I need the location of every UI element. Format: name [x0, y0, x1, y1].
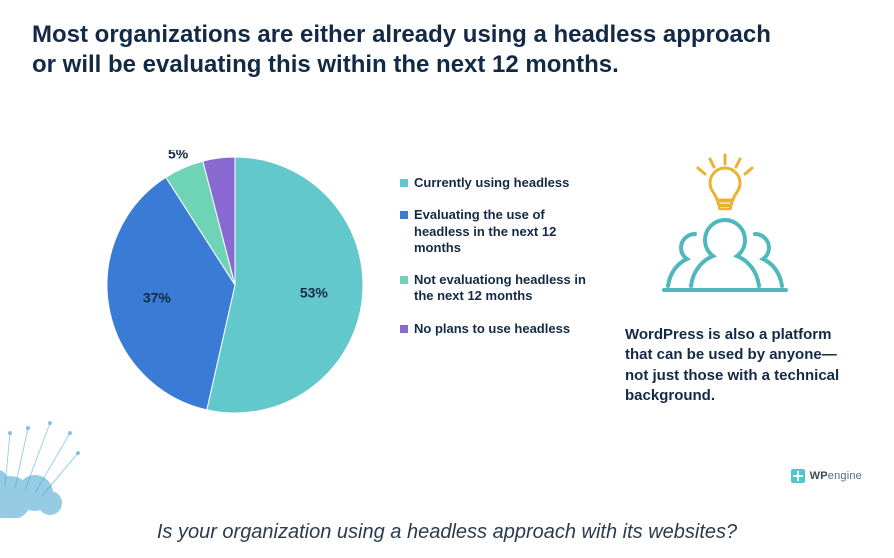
legend-swatch	[400, 325, 408, 333]
pie-chart: 53% 37% 5% 4%	[100, 150, 370, 420]
logo-rest: engine	[828, 470, 862, 482]
legend-item: Currently using headless	[400, 175, 600, 191]
legend-label: Currently using headless	[414, 175, 569, 191]
legend-swatch	[400, 179, 408, 187]
callout-text: WordPress is also a platform that can be…	[625, 325, 845, 406]
legend-item: Not evaluationg headless in the next 12 …	[400, 272, 600, 305]
wpengine-logo: WPengine	[791, 469, 862, 483]
logo-bold: WP	[810, 470, 828, 482]
legend-label: Evaluating the use of headless in the ne…	[414, 207, 600, 256]
svg-text:4%: 4%	[207, 150, 228, 151]
legend-swatch	[400, 211, 408, 219]
svg-text:5%: 5%	[168, 150, 189, 162]
legend-label: No plans to use headless	[414, 321, 570, 337]
decorative-splash	[0, 398, 130, 518]
legend-item: Evaluating the use of headless in the ne…	[400, 207, 600, 256]
logo-text: WPengine	[810, 470, 862, 482]
svg-text:53%: 53%	[300, 284, 329, 300]
legend-item: No plans to use headless	[400, 321, 600, 337]
page-title: Most organizations are either already us…	[32, 20, 792, 80]
chart-legend: Currently using headless Evaluating the …	[400, 175, 600, 353]
people-lightbulb-icon	[640, 150, 810, 320]
legend-label: Not evaluationg headless in the next 12 …	[414, 272, 600, 305]
svg-text:37%: 37%	[143, 289, 172, 305]
legend-swatch	[400, 276, 408, 284]
chart-caption: Is your organization using a headless ap…	[0, 521, 894, 544]
logo-mark-icon	[791, 469, 805, 483]
